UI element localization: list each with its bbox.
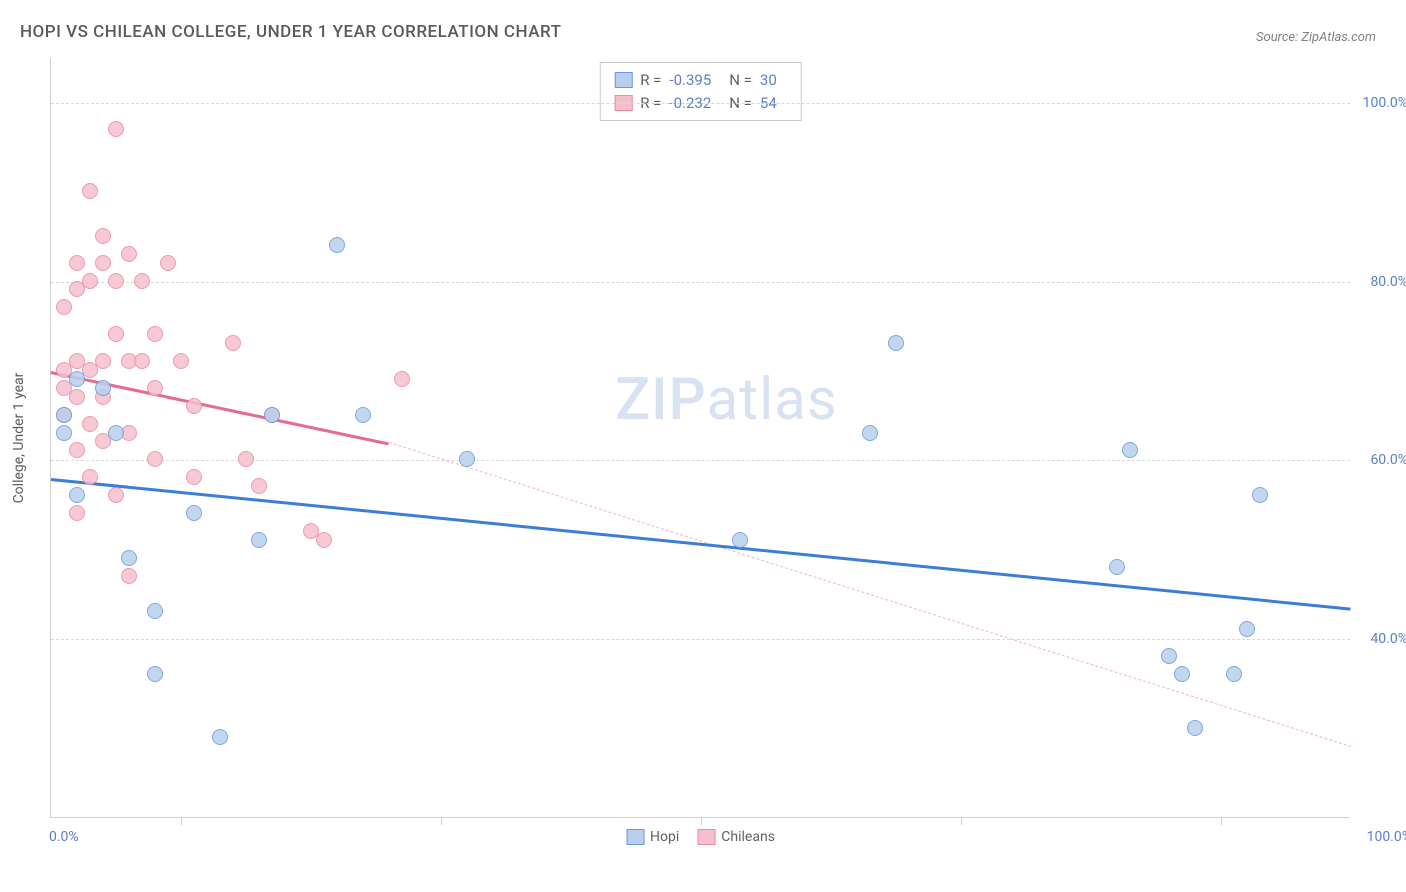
x-tick: [701, 817, 702, 825]
x-tick: [181, 817, 182, 825]
chilean-point: [95, 255, 111, 271]
chilean-point: [134, 353, 150, 369]
hopi-point: [862, 425, 878, 441]
legend-item-chilean: Chileans: [697, 829, 775, 845]
hopi-point: [186, 505, 202, 521]
hopi-point: [147, 666, 163, 682]
hopi-point: [459, 451, 475, 467]
chart-title: HOPI VS CHILEAN COLLEGE, UNDER 1 YEAR CO…: [20, 22, 561, 42]
chilean-point: [173, 353, 189, 369]
chilean-point: [316, 532, 332, 548]
chilean-point: [69, 442, 85, 458]
chilean-point: [108, 121, 124, 137]
x-tick: [1221, 817, 1222, 825]
hopi-point: [264, 407, 280, 423]
hopi-point: [95, 380, 111, 396]
chilean-point: [82, 273, 98, 289]
watermark: ZIPatlas: [615, 366, 838, 434]
x-tick: [961, 817, 962, 825]
hopi-point: [56, 425, 72, 441]
chilean-point: [82, 416, 98, 432]
hopi-point: [888, 335, 904, 351]
hopi-point: [1239, 621, 1255, 637]
chilean-point: [160, 255, 176, 271]
hopi-point: [1122, 442, 1138, 458]
chilean-point: [95, 353, 111, 369]
chilean-point: [186, 469, 202, 485]
hopi-point: [1161, 648, 1177, 664]
hopi-point: [212, 729, 228, 745]
hopi-point: [355, 407, 371, 423]
hopi-swatch: [614, 72, 632, 88]
hopi-point: [69, 487, 85, 503]
chilean-point: [108, 273, 124, 289]
x-axis-max-label: 100.0%: [1367, 829, 1406, 845]
hopi-point: [147, 603, 163, 619]
plot-area: College, Under 1 year ZIPatlas R = -0.39…: [50, 58, 1350, 818]
hopi-point: [1252, 487, 1268, 503]
chilean-point: [147, 326, 163, 342]
y-axis-title: College, Under 1 year: [11, 372, 27, 503]
chilean-point: [147, 380, 163, 396]
stats-legend-box: R = -0.395 N = 30 R = -0.232 N = 54: [599, 62, 802, 121]
chilean-point: [56, 299, 72, 315]
x-tick: [441, 817, 442, 825]
hopi-point: [251, 532, 267, 548]
hopi-point: [1187, 720, 1203, 736]
x-axis-min-label: 0.0%: [49, 829, 79, 845]
y-tick-label: 100.0%: [1363, 95, 1406, 111]
correlation-chart: HOPI VS CHILEAN COLLEGE, UNDER 1 YEAR CO…: [0, 0, 1406, 892]
hopi-point: [1226, 666, 1242, 682]
hopi-point: [1109, 559, 1125, 575]
gridline: [51, 282, 1350, 283]
hopi-point: [1174, 666, 1190, 682]
chilean-point: [394, 371, 410, 387]
legend-item-hopi: Hopi: [626, 829, 679, 845]
source-label: Source: ZipAtlas.com: [1256, 30, 1376, 45]
bottom-legend: Hopi Chileans: [626, 829, 775, 845]
chilean-point: [69, 505, 85, 521]
trend-line: [51, 478, 1351, 610]
chilean-point: [69, 389, 85, 405]
gridline: [51, 103, 1350, 104]
chilean-point: [82, 469, 98, 485]
chilean-point: [121, 246, 137, 262]
chilean-point: [238, 451, 254, 467]
hopi-point: [732, 532, 748, 548]
chilean-point: [186, 398, 202, 414]
chilean-point: [251, 478, 267, 494]
gridline: [51, 639, 1350, 640]
chilean-point: [95, 228, 111, 244]
y-tick-label: 80.0%: [1370, 274, 1406, 290]
hopi-point: [108, 425, 124, 441]
chilean-point: [108, 487, 124, 503]
chilean-point: [82, 183, 98, 199]
hopi-point: [69, 371, 85, 387]
hopi-point: [56, 407, 72, 423]
chilean-point: [69, 255, 85, 271]
chilean-point: [134, 273, 150, 289]
chilean-point: [108, 326, 124, 342]
chilean-swatch: [697, 829, 715, 845]
y-tick-label: 40.0%: [1370, 631, 1406, 647]
y-tick-label: 60.0%: [1370, 452, 1406, 468]
stats-row-hopi: R = -0.395 N = 30: [614, 69, 787, 92]
hopi-swatch: [626, 829, 644, 845]
hopi-point: [121, 550, 137, 566]
hopi-point: [329, 237, 345, 253]
chilean-point: [147, 451, 163, 467]
chilean-point: [225, 335, 241, 351]
chilean-point: [121, 568, 137, 584]
